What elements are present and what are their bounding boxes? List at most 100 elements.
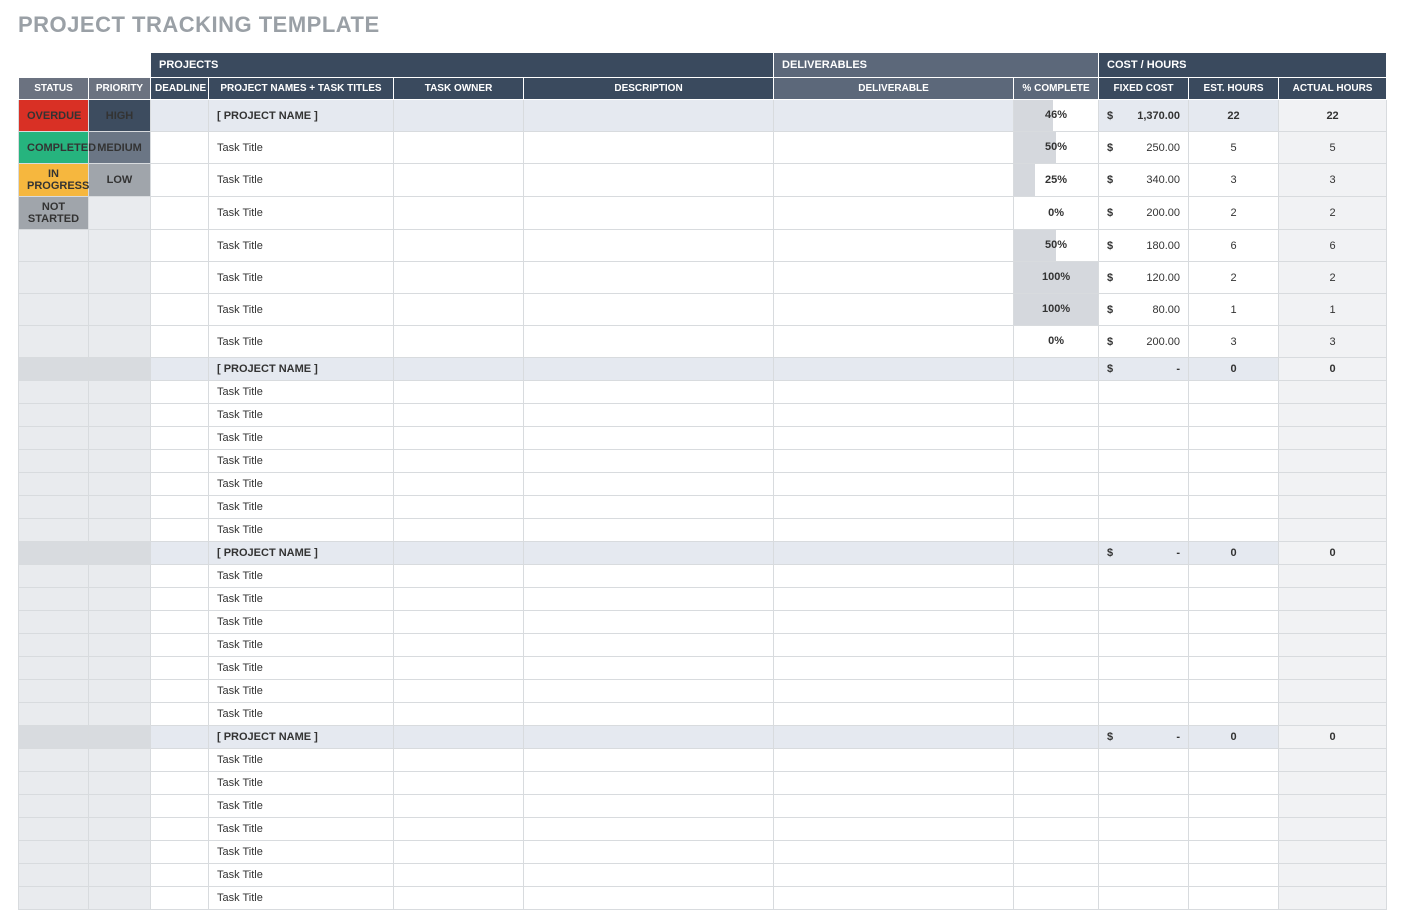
est-hours[interactable] [1189,772,1279,795]
priority-cell[interactable] [89,326,151,358]
owner-cell[interactable] [394,749,524,772]
owner-cell[interactable] [394,450,524,473]
fixed-cost[interactable] [1099,841,1189,864]
priority-cell[interactable] [89,657,151,680]
est-hours[interactable] [1189,818,1279,841]
priority-cell[interactable] [89,496,151,519]
deadline-cell[interactable] [151,496,209,519]
actual-hours[interactable] [1279,818,1387,841]
actual-hours[interactable] [1279,450,1387,473]
deadline-cell[interactable] [151,542,209,565]
deadline-cell[interactable] [151,100,209,132]
fixed-cost[interactable]: $200.00 [1099,326,1189,358]
fixed-cost[interactable] [1099,818,1189,841]
deadline-cell[interactable] [151,749,209,772]
actual-hours[interactable] [1279,703,1387,726]
fixed-cost[interactable] [1099,749,1189,772]
fixed-cost[interactable] [1099,634,1189,657]
desc-cell[interactable] [524,634,774,657]
status-badge[interactable]: IN PROGRESS [19,164,89,197]
fixed-cost[interactable] [1099,611,1189,634]
est-hours[interactable] [1189,404,1279,427]
est-hours[interactable]: 5 [1189,132,1279,164]
actual-hours[interactable] [1279,404,1387,427]
desc-cell[interactable] [524,262,774,294]
deliverable-cell[interactable] [774,358,1014,381]
est-hours[interactable] [1189,887,1279,910]
est-hours[interactable]: 3 [1189,164,1279,197]
task-name[interactable]: Task Title [209,473,394,496]
task-name[interactable]: Task Title [209,657,394,680]
fixed-cost[interactable]: $- [1099,542,1189,565]
deadline-cell[interactable] [151,634,209,657]
est-hours[interactable] [1189,680,1279,703]
priority-cell[interactable] [89,864,151,887]
status-cell[interactable] [19,427,89,450]
priority-cell[interactable] [89,262,151,294]
status-cell[interactable] [19,473,89,496]
deadline-cell[interactable] [151,230,209,262]
task-name[interactable]: Task Title [209,795,394,818]
fixed-cost[interactable]: $80.00 [1099,294,1189,326]
deliverable-cell[interactable] [774,294,1014,326]
est-hours[interactable] [1189,381,1279,404]
est-hours[interactable]: 0 [1189,358,1279,381]
deliverable-cell[interactable] [774,657,1014,680]
status-cell[interactable] [19,230,89,262]
desc-cell[interactable] [524,726,774,749]
owner-cell[interactable] [394,565,524,588]
deadline-cell[interactable] [151,358,209,381]
owner-cell[interactable] [394,634,524,657]
priority-cell[interactable] [89,726,151,749]
priority-cell[interactable] [89,634,151,657]
owner-cell[interactable] [394,680,524,703]
fixed-cost[interactable]: $120.00 [1099,262,1189,294]
priority-cell[interactable] [89,450,151,473]
status-cell[interactable] [19,657,89,680]
status-cell[interactable] [19,634,89,657]
deliverable-cell[interactable] [774,772,1014,795]
desc-cell[interactable] [524,611,774,634]
deadline-cell[interactable] [151,841,209,864]
task-name[interactable]: Task Title [209,680,394,703]
status-cell[interactable] [19,496,89,519]
deadline-cell[interactable] [151,703,209,726]
status-cell[interactable] [19,542,89,565]
owner-cell[interactable] [394,262,524,294]
est-hours[interactable] [1189,450,1279,473]
deliverable-cell[interactable] [774,795,1014,818]
actual-hours[interactable] [1279,427,1387,450]
status-cell[interactable] [19,795,89,818]
deadline-cell[interactable] [151,262,209,294]
est-hours[interactable] [1189,657,1279,680]
priority-cell[interactable] [89,772,151,795]
deadline-cell[interactable] [151,519,209,542]
owner-cell[interactable] [394,230,524,262]
task-name[interactable]: Task Title [209,450,394,473]
status-cell[interactable] [19,726,89,749]
priority-cell[interactable] [89,358,151,381]
status-cell[interactable] [19,381,89,404]
fixed-cost[interactable] [1099,887,1189,910]
task-name[interactable]: Task Title [209,818,394,841]
desc-cell[interactable] [524,164,774,197]
owner-cell[interactable] [394,703,524,726]
fixed-cost[interactable]: $- [1099,358,1189,381]
priority-cell[interactable] [89,588,151,611]
deadline-cell[interactable] [151,164,209,197]
deliverable-cell[interactable] [774,887,1014,910]
actual-hours[interactable]: 3 [1279,326,1387,358]
task-name[interactable]: Task Title [209,262,394,294]
actual-hours[interactable] [1279,611,1387,634]
status-cell[interactable] [19,864,89,887]
actual-hours[interactable]: 3 [1279,164,1387,197]
actual-hours[interactable] [1279,887,1387,910]
desc-cell[interactable] [524,680,774,703]
deliverable-cell[interactable] [774,588,1014,611]
est-hours[interactable] [1189,588,1279,611]
status-cell[interactable] [19,887,89,910]
est-hours[interactable] [1189,749,1279,772]
est-hours[interactable] [1189,519,1279,542]
deadline-cell[interactable] [151,473,209,496]
deadline-cell[interactable] [151,294,209,326]
